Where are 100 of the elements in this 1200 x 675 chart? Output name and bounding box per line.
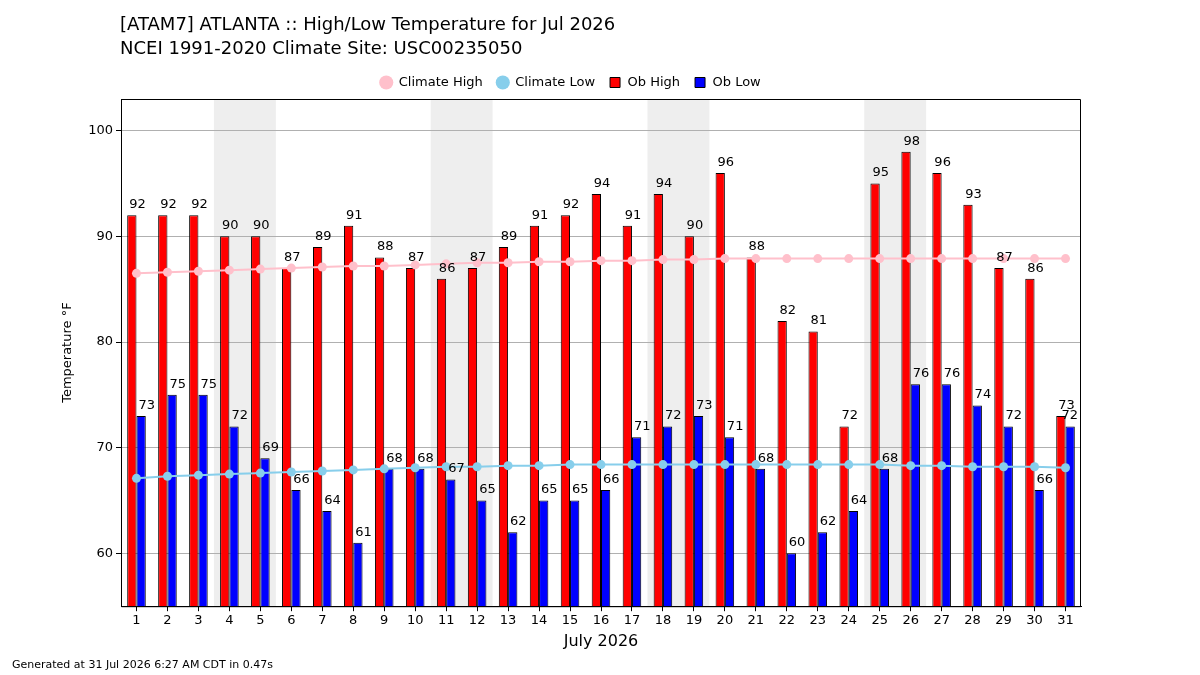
- text: Generated at 31 Jul 2026 6:27 AM CDT in 0.47s: [12, 658, 273, 672]
- legend-label: Ob High: [627, 73, 681, 89]
- point: [1061, 254, 1071, 264]
- point: [348, 465, 358, 475]
- x-tick-label: 22: [778, 612, 796, 628]
- data-label: 75: [200, 375, 217, 391]
- y-tick-label: 90: [96, 227, 113, 243]
- data-label: 65: [572, 481, 589, 497]
- x-tick-label: 20: [716, 612, 734, 628]
- point: [131, 268, 141, 278]
- data-label: 95: [872, 164, 889, 180]
- x-tick-label: 31: [1057, 612, 1074, 628]
- point: [255, 468, 265, 478]
- point: [1061, 463, 1071, 473]
- x-tick-label: 13: [499, 612, 517, 628]
- point: [751, 254, 761, 264]
- point: [379, 261, 389, 271]
- data-label: 65: [479, 481, 496, 497]
- x-tick-label: 28: [964, 612, 981, 628]
- point: [968, 462, 978, 472]
- point: [627, 256, 637, 266]
- point: [844, 254, 854, 264]
- x-tick-label: 9: [380, 612, 389, 628]
- data-label: 72: [664, 407, 682, 423]
- point: [410, 463, 420, 473]
- point: [534, 461, 544, 471]
- data-label: 89: [315, 227, 332, 243]
- data-label: 62: [510, 513, 527, 529]
- y-tick-label: 80: [96, 333, 113, 349]
- data-label: 91: [531, 206, 549, 222]
- x-tick-label: 4: [225, 612, 234, 628]
- point: [658, 255, 668, 265]
- legend-label: Climate Low: [515, 73, 596, 89]
- point: [906, 461, 916, 471]
- x-axis-title: July 2026: [562, 630, 639, 650]
- data-label: 92: [160, 196, 177, 212]
- point: [689, 460, 699, 470]
- point: [596, 256, 606, 266]
- point: [162, 267, 172, 277]
- data-label: 90: [222, 217, 239, 233]
- point: [317, 262, 327, 272]
- data-label: 93: [965, 185, 982, 201]
- point: [875, 254, 885, 264]
- data-label: 91: [624, 206, 642, 222]
- chart-subtitle: NCEI 1991-2020 Climate Site: USC00235050: [120, 36, 524, 60]
- point: [472, 462, 482, 472]
- point: [224, 469, 234, 479]
- x-tick-label: 5: [256, 612, 265, 628]
- point: [565, 460, 575, 470]
- data-label: 68: [417, 449, 434, 465]
- x-tick-label: 14: [530, 612, 548, 628]
- data-label: 96: [717, 153, 735, 169]
- data-label: 91: [345, 206, 363, 222]
- point: [689, 255, 699, 265]
- x-tick-label: 18: [654, 612, 672, 628]
- data-label: 90: [686, 217, 704, 233]
- point: [162, 471, 172, 481]
- data-label: 73: [138, 396, 156, 412]
- chart-title: [ATAM7] ATLANTA :: High/Low Temperature for Jul 2026: [120, 12, 616, 36]
- x-tick-label: 15: [561, 612, 579, 628]
- data-label: 89: [500, 227, 518, 243]
- point: [317, 466, 327, 476]
- x-tick-label: 10: [406, 612, 424, 628]
- point: [255, 264, 265, 274]
- x-tick-label: 11: [437, 612, 455, 628]
- data-label: 62: [819, 513, 837, 529]
- point: [627, 460, 637, 470]
- x-tick-label: 26: [902, 612, 919, 628]
- data-label: 68: [881, 449, 899, 465]
- point: [193, 470, 203, 480]
- point: [503, 461, 513, 471]
- data-label: 64: [324, 491, 341, 507]
- data-label: 88: [748, 238, 766, 254]
- x-tick-label: 23: [809, 612, 827, 628]
- data-label: 66: [603, 470, 620, 486]
- data-label: 68: [386, 449, 403, 465]
- point: [906, 254, 916, 264]
- x-tick-label: 24: [840, 612, 858, 628]
- x-tick-label: 16: [592, 612, 610, 628]
- data-label: 96: [934, 153, 951, 169]
- data-label: 90: [253, 217, 270, 233]
- data-label: 92: [191, 196, 208, 212]
- point: [937, 254, 947, 264]
- data-label: 73: [695, 396, 713, 412]
- data-label: 94: [655, 174, 673, 190]
- point: [534, 257, 544, 267]
- point: [999, 462, 1009, 472]
- point: [844, 460, 854, 470]
- data-label: 71: [726, 418, 744, 434]
- data-label: 92: [562, 196, 580, 212]
- data-label: 98: [903, 132, 920, 148]
- x-tick-label: 30: [1026, 612, 1043, 628]
- data-label: 82: [779, 301, 797, 317]
- point: [193, 266, 203, 276]
- x-tick-label: 8: [349, 612, 358, 628]
- x-tick-label: 27: [933, 612, 950, 628]
- point: [1030, 254, 1040, 264]
- x-tick-label: 1: [132, 612, 141, 628]
- data-label: 86: [1027, 259, 1044, 275]
- point: [224, 265, 234, 275]
